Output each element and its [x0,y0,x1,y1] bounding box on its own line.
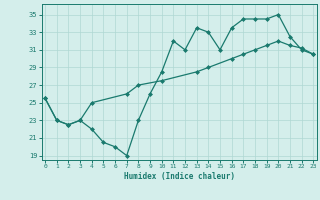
X-axis label: Humidex (Indice chaleur): Humidex (Indice chaleur) [124,172,235,181]
